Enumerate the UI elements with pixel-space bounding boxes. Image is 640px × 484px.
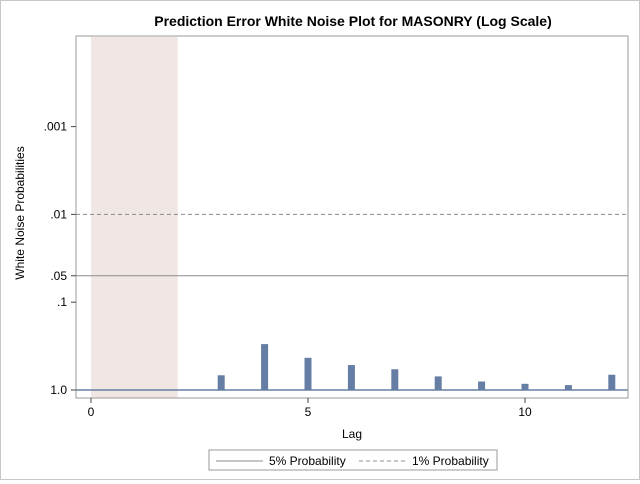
legend-label-1pct: 1% Probability [412, 454, 489, 468]
x-tick-label: 10 [518, 405, 532, 419]
bar-lag-5 [304, 357, 312, 390]
plot-area [76, 37, 628, 398]
bar-lag-8 [434, 376, 442, 390]
legend-label-5pct: 5% Probability [269, 454, 346, 468]
x-tick-label: 0 [88, 405, 95, 419]
axes: 0 5 10 .001 .01 .05 .1 1.0 [44, 120, 532, 419]
bar-lag-10 [521, 383, 529, 390]
bar-lag-9 [478, 381, 486, 390]
y-tick-label: .05 [50, 269, 67, 283]
bar-lag-4 [261, 344, 269, 390]
y-tick-label: .001 [44, 120, 68, 134]
y-tick-label: 1.0 [50, 383, 67, 397]
y-tick-label: .1 [57, 295, 67, 309]
legend-box [208, 449, 498, 471]
chart-title: Prediction Error White Noise Plot for MA… [154, 13, 552, 29]
bar-lag-12 [608, 374, 616, 390]
x-tick-label: 5 [305, 405, 312, 419]
bar-lag-7 [391, 369, 399, 390]
y-tick-label: .01 [50, 207, 67, 221]
x-axis-label: Lag [342, 427, 362, 441]
bar-lag-11 [564, 385, 572, 390]
shaded-region [91, 37, 178, 398]
bar-lag-3 [217, 375, 225, 390]
bar-lag-6 [347, 365, 355, 390]
y-axis-label: White Noise Probabilities [13, 146, 27, 279]
legend: 5% Probability 1% Probability [208, 449, 498, 471]
plot-border [75, 35, 629, 399]
